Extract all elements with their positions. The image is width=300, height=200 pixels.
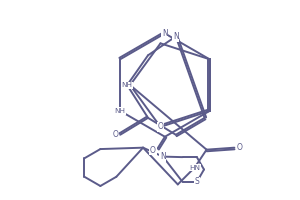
- Text: N: N: [162, 29, 168, 38]
- Text: O: O: [113, 130, 119, 139]
- Text: S: S: [194, 177, 199, 186]
- Text: O: O: [150, 146, 156, 155]
- Text: HN: HN: [189, 165, 200, 171]
- Text: N: N: [173, 32, 179, 41]
- Text: O: O: [237, 143, 243, 152]
- Text: NH: NH: [122, 82, 133, 88]
- Text: O: O: [158, 122, 164, 131]
- Text: N: N: [160, 152, 166, 161]
- Text: NH: NH: [115, 108, 126, 114]
